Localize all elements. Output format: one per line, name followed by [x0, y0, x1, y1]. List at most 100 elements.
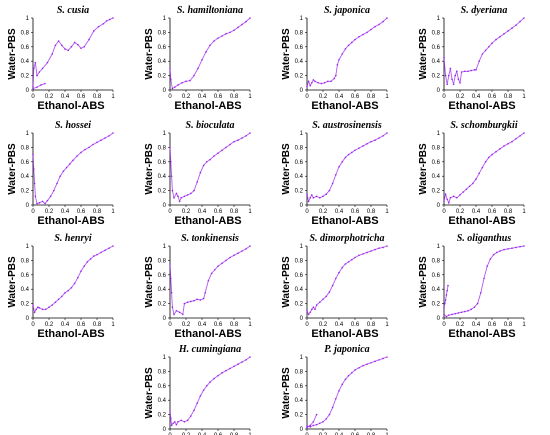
data-point	[382, 246, 384, 249]
data-point	[57, 298, 60, 301]
panel-7: S. schomburgkii 0 0.2 0.4 0.6 0.8 1 0 0.2 0.4 0.6 0…	[418, 120, 526, 227]
data-point	[507, 248, 509, 250]
data-point	[175, 423, 178, 426]
data-point	[473, 306, 476, 309]
series-line-0	[169, 356, 251, 427]
x-tick-label: 1	[111, 209, 115, 215]
data-point	[171, 189, 174, 192]
data-point	[84, 148, 86, 151]
data-point	[221, 262, 223, 265]
x-tick-label: 0.2	[319, 433, 328, 435]
y-tick-label: 0.2	[158, 189, 167, 195]
data-point	[193, 299, 195, 302]
data-point	[515, 137, 517, 140]
y-tick-label: 1	[437, 131, 441, 137]
x-axis-label: Ethanol-ABS	[311, 328, 378, 340]
series-line-1	[32, 83, 46, 89]
panel-12: H. cumingiana 0 0.2 0.4 0.6 0.8 1 0 0.2 0.4 0.6 0.8…	[144, 344, 252, 435]
data-point	[467, 70, 469, 73]
data-point	[306, 193, 308, 195]
data-point	[306, 426, 308, 429]
panel-title: S. hossei	[55, 120, 91, 131]
panel-6: S. austrosinensis 0 0.2 0.4 0.6 0.8 1 0 0.2 0.4 0.…	[281, 120, 389, 227]
data-point	[351, 372, 353, 374]
data-point	[325, 418, 328, 420]
data-point	[96, 141, 98, 144]
data-point	[362, 33, 364, 36]
data-point	[328, 413, 331, 416]
data-point	[496, 251, 498, 254]
data-point	[378, 247, 380, 249]
data-point	[341, 161, 344, 163]
data-point	[108, 135, 110, 137]
data-point	[72, 159, 74, 162]
data-point	[335, 74, 337, 77]
data-point	[56, 182, 58, 185]
data-point	[233, 254, 235, 257]
data-point	[199, 171, 202, 174]
data-point	[331, 406, 334, 409]
data-point	[484, 49, 487, 52]
data-point	[96, 253, 98, 256]
data-point	[202, 389, 205, 391]
x-tick-label: 1	[385, 94, 389, 100]
data-point	[34, 195, 37, 198]
y-tick-label: 0.4	[432, 287, 441, 293]
y-tick-label: 1	[163, 355, 167, 361]
series-line-0	[32, 17, 114, 87]
data-point	[249, 356, 251, 358]
y-tick-label: 0	[163, 203, 167, 209]
data-point	[309, 84, 312, 87]
data-point	[241, 137, 243, 139]
data-point	[70, 46, 73, 48]
data-point	[69, 163, 71, 165]
x-axis-label: Ethanol-ABS	[174, 100, 241, 112]
y-tick-label: 0.6	[158, 160, 167, 166]
data-point	[32, 85, 34, 88]
data-point	[480, 292, 482, 294]
x-tick-label: 0.6	[351, 433, 360, 435]
y-tick-label: 0.8	[295, 145, 304, 151]
y-tick-label: 0.6	[295, 45, 304, 51]
panel-10: S. dimorphotricha 0 0.2 0.4 0.6 0.8 1 0 0.2 0.4 0.…	[281, 233, 389, 340]
y-tick-label: 0.8	[21, 258, 30, 264]
data-point	[351, 151, 353, 154]
data-point	[202, 164, 205, 167]
data-point	[499, 148, 501, 150]
x-tick-label: 0.8	[93, 209, 102, 215]
x-tick-label: 0	[168, 94, 172, 100]
data-point	[519, 20, 521, 23]
data-point	[48, 306, 50, 309]
data-point	[41, 67, 44, 70]
data-point	[309, 197, 312, 199]
data-point	[370, 28, 372, 31]
data-point	[38, 307, 41, 309]
y-tick-label: 0.4	[21, 59, 30, 65]
data-point	[476, 302, 479, 305]
data-point	[183, 421, 186, 423]
data-point	[307, 80, 310, 83]
data-point	[341, 383, 344, 386]
data-point	[183, 302, 186, 305]
data-point	[229, 31, 231, 34]
x-tick-label: 0.4	[335, 322, 344, 328]
data-point	[315, 413, 318, 416]
data-point	[221, 372, 223, 374]
data-point	[459, 82, 461, 84]
data-point	[446, 289, 449, 292]
y-axis-label: Water-PBS	[418, 143, 429, 195]
y-axis-label: Water-PBS	[144, 367, 155, 419]
data-point	[88, 38, 90, 41]
data-point	[174, 86, 176, 88]
x-tick-label: 0.2	[182, 433, 191, 435]
data-point	[446, 198, 449, 201]
x-tick-label: 0.6	[488, 94, 497, 100]
data-point	[330, 80, 332, 83]
x-tick-label: 1	[522, 94, 526, 100]
data-point	[341, 266, 344, 269]
data-point	[491, 153, 493, 156]
data-point	[374, 25, 376, 28]
data-point	[484, 161, 487, 163]
data-point	[170, 78, 172, 80]
